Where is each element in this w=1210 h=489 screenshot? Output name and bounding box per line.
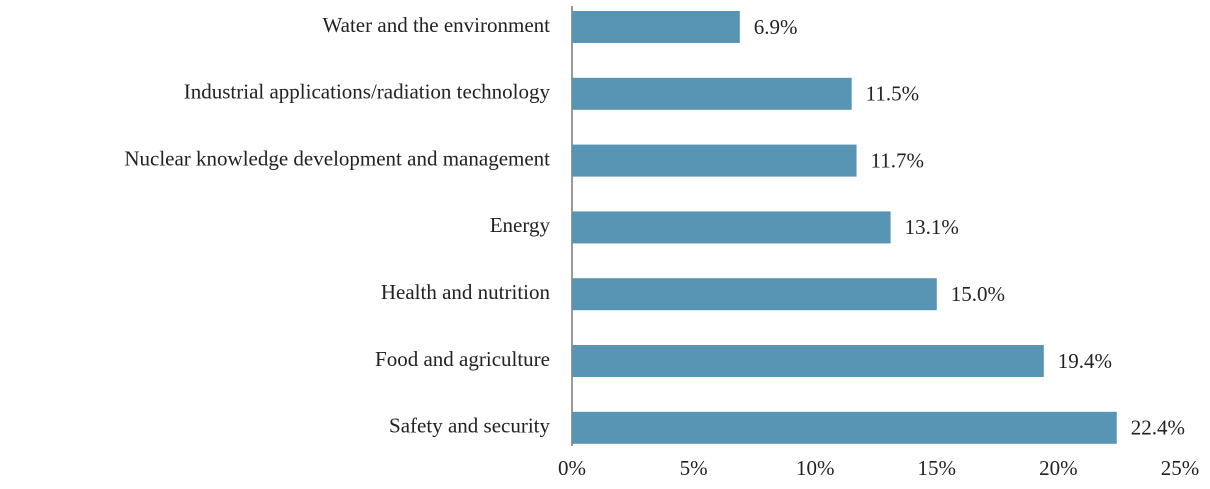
bar [572, 11, 740, 43]
x-tick-label: 15% [918, 456, 957, 480]
y-tick-label: Water and the environment [323, 13, 551, 37]
bar [572, 411, 1117, 444]
value-label: 11.5% [866, 82, 919, 106]
y-tick-label: Energy [490, 213, 551, 237]
value-label: 22.4% [1131, 416, 1185, 440]
y-tick-label: Food and agriculture [375, 347, 550, 371]
x-tick-label: 10% [796, 456, 835, 480]
value-label: 13.1% [905, 215, 959, 239]
value-label: 11.7% [871, 148, 924, 172]
bar [572, 278, 937, 311]
bar [572, 77, 852, 110]
x-tick-label: 0% [558, 456, 586, 480]
x-tick-label: 20% [1039, 456, 1078, 480]
y-tick-label: Safety and security [389, 414, 550, 438]
bar [572, 345, 1044, 377]
value-label: 19.4% [1058, 349, 1112, 373]
bar [572, 144, 857, 177]
x-tick-label: 25% [1161, 456, 1200, 480]
value-label: 15.0% [951, 282, 1005, 306]
bar [572, 211, 891, 244]
y-tick-label: Health and nutrition [381, 280, 551, 304]
x-tick-label: 5% [680, 456, 708, 480]
y-tick-label: Industrial applications/radiation techno… [184, 80, 551, 104]
y-tick-label: Nuclear knowledge development and manage… [124, 146, 550, 170]
value-label: 6.9% [754, 15, 798, 39]
